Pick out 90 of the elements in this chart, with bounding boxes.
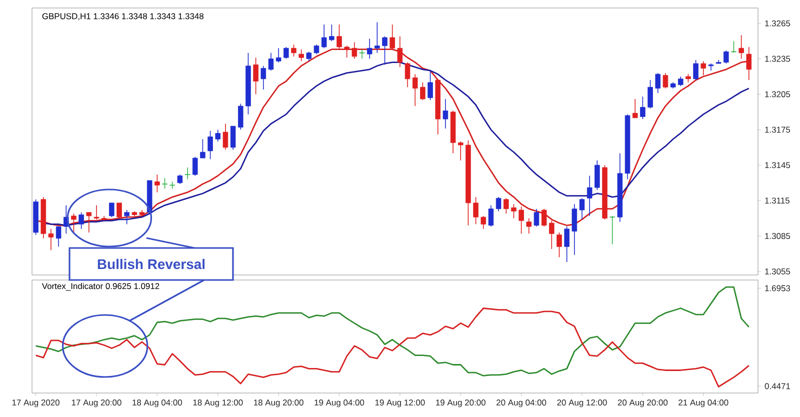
candlestick xyxy=(586,175,592,216)
candlestick xyxy=(366,38,372,60)
candlestick xyxy=(268,52,274,72)
x-tick-label: 18 Aug 20:00 xyxy=(254,400,304,408)
candlestick xyxy=(284,46,289,60)
y-tick-label: 1.3205 xyxy=(765,91,790,98)
candlestick xyxy=(594,160,600,190)
candlestick xyxy=(488,204,494,227)
candlestick xyxy=(420,82,426,101)
candlestick xyxy=(48,228,54,251)
candlestick xyxy=(511,204,516,219)
candlestick xyxy=(534,208,540,227)
candlestick xyxy=(109,202,114,218)
candlestick xyxy=(504,198,509,214)
candlestick xyxy=(56,226,62,248)
candlestick xyxy=(200,138,206,158)
x-tick-label: 18 Aug 12:00 xyxy=(193,400,243,408)
candlestick xyxy=(177,174,183,184)
x-tick-label: 19 Aug 12:00 xyxy=(375,400,425,408)
x-tick-label: 17 Aug 20:00 xyxy=(72,400,122,408)
text: GBPUSD,H1 1.3346 1.3348 1.3343 1.3348 xyxy=(42,13,204,20)
x-tick-label: 20 Aug 20:00 xyxy=(618,400,668,408)
candlestick xyxy=(291,44,296,57)
x-tick-label: 20 Aug 04:00 xyxy=(496,400,546,408)
candlestick xyxy=(496,196,502,212)
candlestick xyxy=(442,98,448,129)
y-tick-label: 1.6953 xyxy=(765,285,790,292)
candlestick xyxy=(480,216,486,230)
x-tick-label: 18 Aug 04:00 xyxy=(132,400,182,408)
y-tick-label: 1.3085 xyxy=(765,233,790,240)
candlestick xyxy=(556,232,562,258)
candlestick xyxy=(640,96,646,120)
candlestick xyxy=(404,62,410,88)
candlestick xyxy=(329,24,334,42)
candlestick xyxy=(412,74,418,106)
candlestick xyxy=(609,216,616,245)
x-tick-label: 19 Aug 20:00 xyxy=(436,400,486,408)
candlestick xyxy=(700,60,706,76)
candlestick xyxy=(230,126,236,150)
candlestick xyxy=(298,48,304,62)
x-tick-label: 20 Aug 12:00 xyxy=(557,400,607,408)
candlestick xyxy=(724,50,729,64)
candlestick xyxy=(382,36,388,66)
x-tick-label: 17 Aug 2020 xyxy=(12,400,60,408)
y-tick-label: 1.3175 xyxy=(765,126,790,133)
candlestick xyxy=(374,22,380,54)
y-tick-label: 0.4471 xyxy=(764,383,790,390)
y-tick-label: 1.3115 xyxy=(765,198,790,204)
y-tick-label: 1.3145 xyxy=(765,162,790,168)
annotation: Bullish Reversal xyxy=(98,258,204,270)
candlestick xyxy=(693,60,698,80)
candlestick xyxy=(564,226,570,262)
candlestick xyxy=(708,63,714,72)
candlestick xyxy=(162,178,168,190)
candlestick xyxy=(215,129,220,142)
candlestick xyxy=(648,80,653,109)
candlestick xyxy=(238,103,244,130)
candlestick xyxy=(473,196,478,225)
candlestick xyxy=(314,44,320,54)
candlestick xyxy=(321,24,327,49)
candlestick xyxy=(428,70,433,101)
candlestick xyxy=(192,156,198,176)
candlestick xyxy=(260,65,266,90)
candlestick xyxy=(458,141,464,161)
candlestick xyxy=(572,204,578,256)
candlestick xyxy=(738,34,744,60)
y-tick-label: 1.3265 xyxy=(765,20,790,26)
y-tick-label: 1.3055 xyxy=(765,268,790,274)
candlestick xyxy=(678,76,684,86)
candlestick xyxy=(526,218,532,234)
candlestick xyxy=(124,210,130,225)
candlestick xyxy=(632,98,638,118)
candlestick xyxy=(78,212,84,230)
x-tick-label: 19 Aug 04:00 xyxy=(314,400,364,408)
candlestick xyxy=(655,72,660,94)
candlestick xyxy=(253,57,258,95)
candlestick xyxy=(579,198,585,220)
candlestick xyxy=(358,48,366,60)
candlestick xyxy=(154,174,160,193)
candlestick xyxy=(222,123,228,150)
y-tick-label: 1.3235 xyxy=(765,56,790,62)
candlestick xyxy=(208,130,213,160)
candlestick xyxy=(116,202,122,219)
chart-title: Vortex_Indicator 0.9625 1.0912 xyxy=(42,282,160,291)
candlestick xyxy=(276,48,282,63)
candlestick xyxy=(94,204,100,220)
candlestick xyxy=(662,72,668,89)
candlestick xyxy=(306,51,312,62)
candlestick xyxy=(184,167,191,180)
x-tick-label: 21 Aug 04:00 xyxy=(678,400,728,408)
